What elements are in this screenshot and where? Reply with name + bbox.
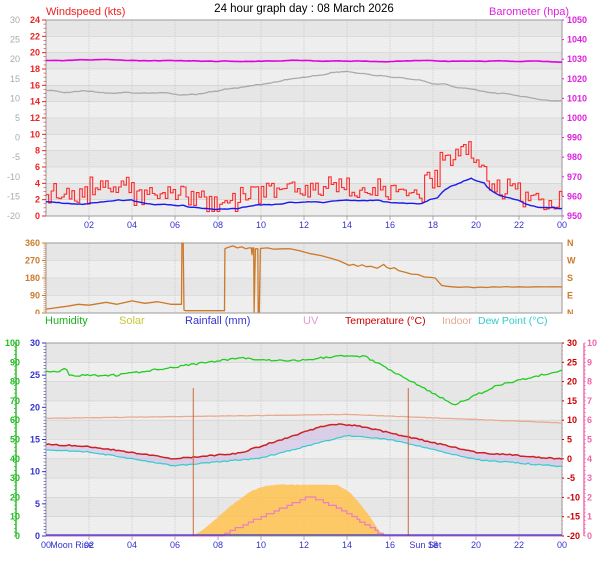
svg-text:20: 20 xyxy=(567,377,577,387)
svg-text:22: 22 xyxy=(514,220,524,230)
svg-text:6: 6 xyxy=(587,415,592,425)
svg-text:15: 15 xyxy=(567,396,577,406)
svg-text:-20: -20 xyxy=(7,211,20,221)
svg-text:12: 12 xyxy=(299,220,309,230)
svg-text:30: 30 xyxy=(30,338,40,348)
svg-text:18: 18 xyxy=(428,220,438,230)
svg-text:1050: 1050 xyxy=(567,15,587,25)
svg-text:14: 14 xyxy=(342,220,352,230)
svg-text:0: 0 xyxy=(15,133,20,143)
svg-text:12: 12 xyxy=(30,113,40,123)
svg-text:0: 0 xyxy=(35,211,40,221)
svg-text:360: 360 xyxy=(25,238,40,248)
svg-text:1040: 1040 xyxy=(567,35,587,45)
svg-text:20: 20 xyxy=(10,54,20,64)
svg-text:10: 10 xyxy=(30,467,40,477)
svg-text:10: 10 xyxy=(256,220,266,230)
svg-text:30: 30 xyxy=(567,338,577,348)
svg-text:2: 2 xyxy=(587,492,592,502)
svg-text:5: 5 xyxy=(587,435,592,445)
svg-text:180: 180 xyxy=(25,273,40,283)
svg-text:24: 24 xyxy=(30,15,40,25)
svg-text:14: 14 xyxy=(342,540,352,550)
svg-text:25: 25 xyxy=(30,370,40,380)
svg-text:18: 18 xyxy=(30,64,40,74)
svg-text:0: 0 xyxy=(587,531,592,541)
svg-text:3: 3 xyxy=(587,473,592,483)
svg-text:Moon Rise: Moon Rise xyxy=(50,540,93,550)
svg-text:22: 22 xyxy=(30,31,40,41)
svg-text:1000: 1000 xyxy=(567,113,587,123)
svg-text:16: 16 xyxy=(30,80,40,90)
svg-text:E: E xyxy=(567,291,573,301)
svg-text:16: 16 xyxy=(385,540,395,550)
svg-text:00: 00 xyxy=(557,540,567,550)
svg-text:06: 06 xyxy=(170,220,180,230)
svg-text:-15: -15 xyxy=(7,191,20,201)
svg-text:00: 00 xyxy=(557,220,567,230)
svg-text:6: 6 xyxy=(35,162,40,172)
svg-text:4: 4 xyxy=(35,178,40,188)
svg-text:22: 22 xyxy=(514,540,524,550)
svg-text:4: 4 xyxy=(587,454,592,464)
svg-text:-5: -5 xyxy=(567,473,575,483)
svg-text:10: 10 xyxy=(587,338,597,348)
svg-text:06: 06 xyxy=(170,540,180,550)
svg-text:15: 15 xyxy=(10,74,20,84)
svg-text:08: 08 xyxy=(213,220,223,230)
svg-text:14: 14 xyxy=(30,97,40,107)
svg-text:0: 0 xyxy=(567,454,572,464)
svg-text:990: 990 xyxy=(567,133,582,143)
svg-text:100: 100 xyxy=(5,338,20,348)
svg-text:16: 16 xyxy=(385,220,395,230)
svg-text:Sun Set: Sun Set xyxy=(409,540,442,550)
svg-text:20: 20 xyxy=(471,220,481,230)
svg-text:-5: -5 xyxy=(12,152,20,162)
svg-text:1020: 1020 xyxy=(567,74,587,84)
svg-text:1010: 1010 xyxy=(567,93,587,103)
svg-text:S: S xyxy=(567,273,573,283)
svg-text:20: 20 xyxy=(471,540,481,550)
svg-text:10: 10 xyxy=(567,415,577,425)
svg-text:08: 08 xyxy=(213,540,223,550)
svg-text:20: 20 xyxy=(30,48,40,58)
svg-text:12: 12 xyxy=(299,540,309,550)
svg-text:90: 90 xyxy=(30,291,40,301)
svg-text:7: 7 xyxy=(587,396,592,406)
svg-text:960: 960 xyxy=(567,191,582,201)
svg-text:5: 5 xyxy=(567,435,572,445)
svg-text:10: 10 xyxy=(10,93,20,103)
svg-text:5: 5 xyxy=(15,113,20,123)
svg-text:25: 25 xyxy=(10,35,20,45)
svg-text:-10: -10 xyxy=(567,492,580,502)
svg-text:20: 20 xyxy=(30,402,40,412)
svg-text:02: 02 xyxy=(84,220,94,230)
svg-text:980: 980 xyxy=(567,152,582,162)
svg-text:04: 04 xyxy=(127,540,137,550)
svg-text:950: 950 xyxy=(567,211,582,221)
svg-text:25: 25 xyxy=(567,357,577,367)
svg-text:1: 1 xyxy=(587,512,592,522)
svg-text:W: W xyxy=(567,256,576,266)
svg-text:9: 9 xyxy=(587,357,592,367)
svg-text:970: 970 xyxy=(567,172,582,182)
svg-text:-20: -20 xyxy=(567,531,580,541)
svg-text:270: 270 xyxy=(25,256,40,266)
svg-text:15: 15 xyxy=(30,435,40,445)
svg-text:0: 0 xyxy=(35,531,40,541)
svg-text:10: 10 xyxy=(256,540,266,550)
svg-text:04: 04 xyxy=(127,220,137,230)
svg-text:8: 8 xyxy=(587,377,592,387)
svg-text:10: 10 xyxy=(30,129,40,139)
svg-text:2: 2 xyxy=(35,195,40,205)
svg-text:1030: 1030 xyxy=(567,54,587,64)
svg-text:8: 8 xyxy=(35,146,40,156)
svg-text:-15: -15 xyxy=(567,512,580,522)
svg-text:5: 5 xyxy=(35,499,40,509)
svg-text:N: N xyxy=(567,238,574,248)
svg-text:-10: -10 xyxy=(7,172,20,182)
svg-text:30: 30 xyxy=(10,15,20,25)
